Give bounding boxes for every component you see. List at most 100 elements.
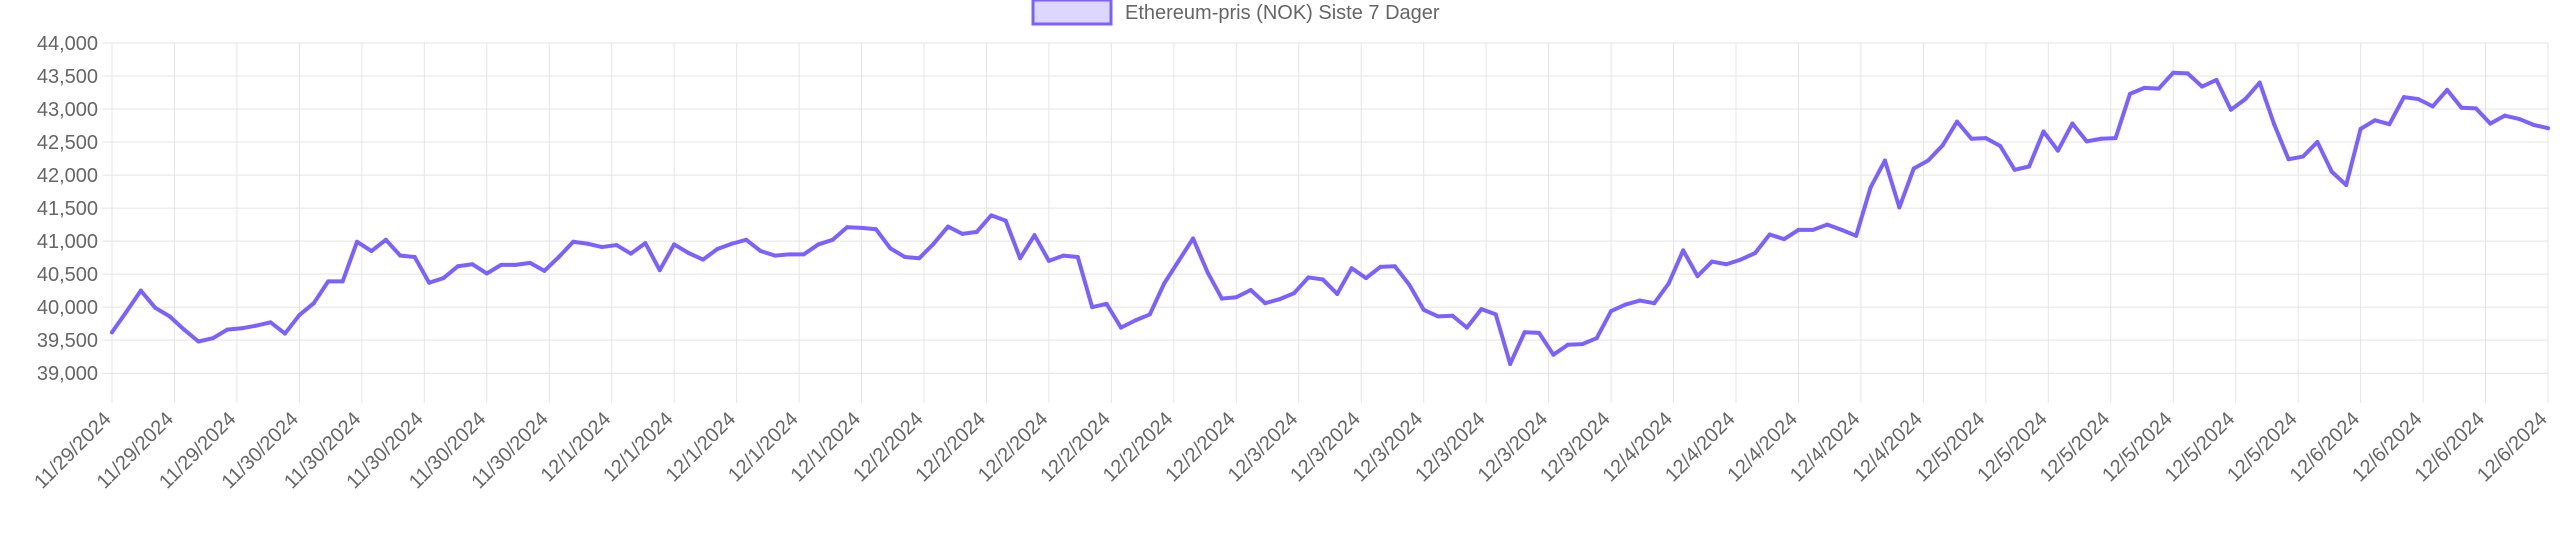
data-point[interactable] [715, 247, 720, 252]
data-point[interactable] [1695, 274, 1700, 279]
data-point[interactable] [1983, 136, 1988, 141]
data-point[interactable] [1493, 312, 1498, 317]
data-point[interactable] [355, 239, 360, 244]
data-point[interactable] [556, 254, 561, 259]
data-point[interactable] [2041, 129, 2046, 134]
data-point[interactable] [2286, 157, 2291, 162]
data-point[interactable] [110, 330, 114, 335]
data-point[interactable] [1104, 301, 1109, 306]
data-point[interactable] [1003, 218, 1008, 223]
data-point[interactable] [1306, 275, 1311, 280]
data-point[interactable] [989, 213, 994, 218]
data-point[interactable] [830, 237, 835, 242]
data-point[interactable] [1681, 248, 1686, 253]
data-point[interactable] [2488, 121, 2493, 126]
data-point[interactable] [787, 252, 792, 257]
data-point[interactable] [1537, 330, 1542, 335]
data-point[interactable] [528, 260, 533, 265]
data-point[interactable] [1378, 264, 1383, 269]
data-point[interactable] [1594, 336, 1599, 341]
data-point[interactable] [1407, 282, 1412, 287]
data-point[interactable] [2171, 70, 2176, 75]
data-point[interactable] [1032, 233, 1037, 238]
data-point[interactable] [758, 249, 763, 254]
data-point[interactable] [124, 309, 129, 314]
data-point[interactable] [917, 256, 922, 261]
data-point[interactable] [1782, 237, 1787, 242]
data-point[interactable] [2430, 104, 2435, 109]
data-point[interactable] [2084, 139, 2089, 144]
data-point[interactable] [1118, 325, 1123, 330]
data-point[interactable] [1666, 281, 1671, 286]
data-point[interactable] [1810, 227, 1815, 232]
data-point[interactable] [182, 327, 187, 332]
data-point[interactable] [1753, 251, 1758, 255]
data-point[interactable] [254, 323, 259, 328]
data-point[interactable] [1248, 287, 1253, 292]
data-point[interactable] [2329, 169, 2334, 174]
data-point[interactable] [2546, 126, 2550, 131]
data-point[interactable] [960, 231, 965, 236]
data-point[interactable] [2012, 167, 2017, 172]
data-point[interactable] [225, 327, 230, 332]
data-point[interactable] [2099, 136, 2104, 141]
data-point[interactable] [383, 237, 388, 242]
data-point[interactable] [1263, 301, 1268, 306]
data-point[interactable] [1176, 258, 1181, 263]
data-point[interactable] [931, 241, 936, 246]
data-point[interactable] [1796, 227, 1801, 232]
data-point[interactable] [1623, 302, 1628, 307]
data-point[interactable] [686, 251, 691, 255]
data-point[interactable] [1652, 301, 1657, 306]
data-point[interactable] [2517, 116, 2522, 121]
data-point[interactable] [441, 276, 446, 281]
data-point[interactable] [196, 339, 201, 344]
data-point[interactable] [2200, 84, 2205, 89]
chart-legend[interactable]: Ethereum-pris (NOK) Siste 7 Dager [1031, 0, 1440, 26]
data-point[interactable] [2459, 105, 2464, 110]
data-point[interactable] [369, 249, 374, 254]
data-point[interactable] [974, 229, 979, 234]
data-point[interactable] [1277, 297, 1282, 302]
data-point[interactable] [2502, 113, 2507, 118]
data-point[interactable] [138, 288, 143, 293]
data-point[interactable] [1565, 342, 1570, 347]
data-point[interactable] [946, 224, 951, 229]
data-point[interactable] [1882, 158, 1887, 163]
data-point[interactable] [2228, 107, 2233, 112]
data-point[interactable] [773, 253, 778, 258]
data-point[interactable] [2300, 154, 2305, 159]
data-point[interactable] [1234, 295, 1239, 300]
data-point[interactable] [513, 262, 518, 267]
data-point[interactable] [643, 241, 648, 246]
data-point[interactable] [1767, 232, 1772, 237]
data-point[interactable] [153, 305, 158, 310]
data-point[interactable] [801, 252, 806, 257]
data-point[interactable] [239, 326, 244, 331]
data-point[interactable] [455, 264, 460, 269]
data-point[interactable] [2070, 121, 2075, 126]
data-point[interactable] [2156, 86, 2161, 91]
data-point[interactable] [2214, 77, 2219, 82]
data-point[interactable] [2185, 71, 2190, 76]
data-point[interactable] [311, 301, 316, 306]
data-point[interactable] [1825, 222, 1830, 227]
data-point[interactable] [1061, 253, 1066, 258]
data-point[interactable] [326, 279, 331, 284]
data-point[interactable] [1464, 325, 1469, 330]
data-point[interactable] [1090, 305, 1095, 310]
data-point[interactable] [1911, 166, 1916, 171]
data-point[interactable] [1046, 258, 1051, 263]
data-point[interactable] [340, 279, 345, 284]
data-point[interactable] [1018, 256, 1023, 261]
data-point[interactable] [1436, 314, 1441, 319]
data-point[interactable] [2401, 95, 2406, 100]
data-point[interactable] [1450, 313, 1455, 318]
data-point[interactable] [571, 239, 576, 244]
data-point[interactable] [427, 280, 432, 285]
data-point[interactable] [1709, 259, 1714, 264]
data-point[interactable] [845, 225, 850, 230]
data-point[interactable] [1392, 264, 1397, 269]
data-point[interactable] [888, 246, 893, 251]
data-point[interactable] [700, 257, 705, 262]
